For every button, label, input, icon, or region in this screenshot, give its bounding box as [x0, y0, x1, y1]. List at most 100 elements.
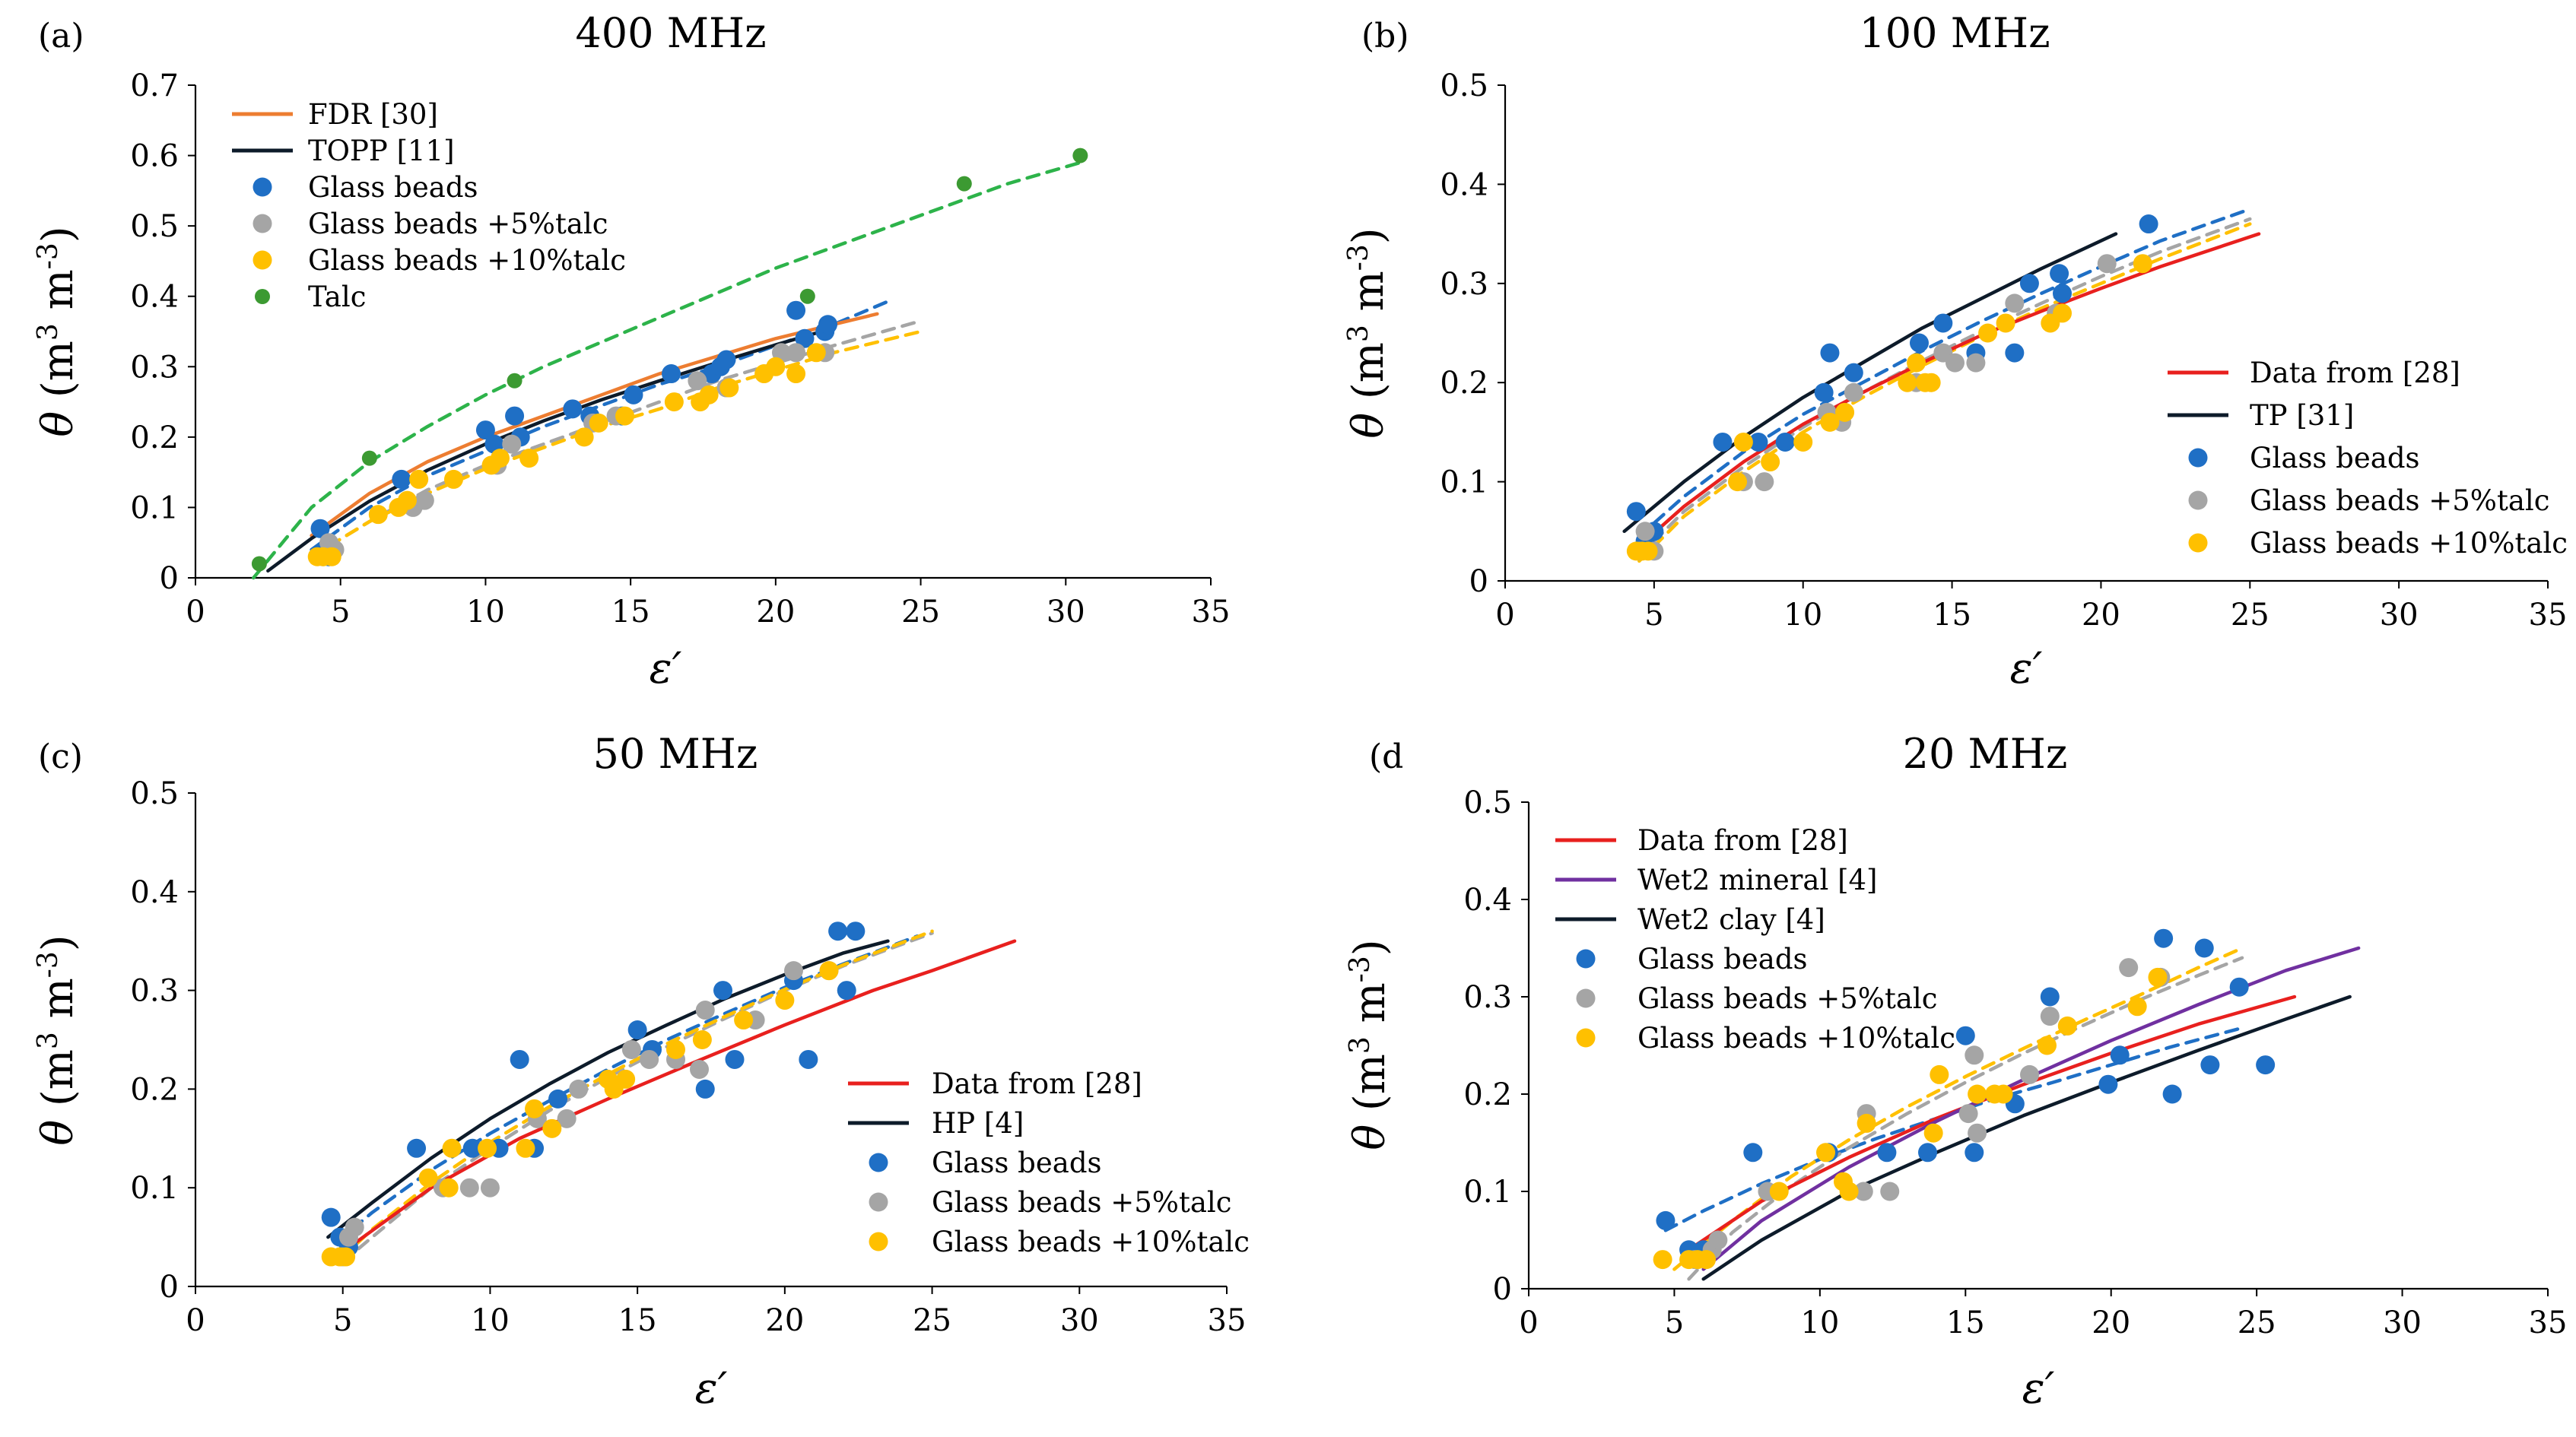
data-point [725, 1049, 745, 1069]
data-point [589, 413, 608, 433]
data-point [1857, 1113, 1876, 1133]
legend-label: Data from [28] [2250, 357, 2460, 389]
data-point [695, 1079, 715, 1099]
data-point [2040, 987, 2060, 1007]
y-tick-label: 0 [1469, 564, 1488, 599]
data-point [692, 1030, 712, 1049]
x-tick-label: 35 [1208, 1303, 1247, 1338]
data-point [1965, 1143, 1984, 1163]
chart-panel-3: 0 5 10 15 20 25 30 35 0 0.1 0.2 0.3 0.4 0.5 50 MHz (c) ε… [33, 730, 1250, 1413]
x-tick-label: 5 [1665, 1305, 1684, 1340]
data-point [819, 961, 839, 981]
fit-line-7 [341, 929, 934, 1259]
y-tick-label: 0.4 [130, 280, 179, 315]
x-tick-label: 15 [611, 595, 650, 630]
legend-label: Glass beads [1637, 943, 1808, 975]
x-tick-label: 20 [765, 1303, 804, 1338]
legend: Data from [28] HP [4] Glass beads Glass bea… [848, 1067, 1250, 1258]
x-tick-label: 15 [1933, 598, 1971, 633]
data-point [1769, 1182, 1789, 1201]
data-point [664, 392, 684, 412]
legend-label: Glass beads +10%talc [2250, 527, 2568, 560]
y-tick-label: 0.5 [1463, 785, 1512, 820]
data-point [480, 1178, 500, 1198]
x-tick-label: 10 [1800, 1305, 1839, 1340]
legend-swatch-marker [1576, 1028, 1596, 1048]
y-axis-label: θ (m3 m-3) [1343, 227, 1393, 438]
legend-label: HP [4] [932, 1107, 1024, 1140]
data-point [2119, 958, 2139, 978]
legend-swatch-marker [253, 214, 272, 233]
data-point [818, 315, 838, 335]
data-point [442, 1138, 462, 1158]
data-point [1820, 412, 1840, 432]
data-point [491, 449, 510, 468]
chart-title: 100 MHz [1859, 9, 2050, 57]
y-axis-label: θ (m3 m-3) [1345, 939, 1395, 1150]
data-point [621, 1039, 641, 1059]
x-tick-label: 5 [331, 595, 350, 630]
legend-label: Glass beads [308, 171, 478, 204]
data-point [1909, 333, 1929, 353]
data-point [1638, 541, 1658, 561]
data-point [1761, 452, 1780, 472]
data-point [557, 1109, 577, 1128]
data-point [462, 1138, 482, 1158]
data-point [397, 490, 417, 510]
data-point [310, 519, 330, 538]
x-tick-label: 0 [1495, 598, 1514, 633]
data-point [459, 1178, 479, 1198]
panel-label: (a) [38, 17, 84, 56]
model-line-0 [1637, 232, 2261, 548]
data-point [1775, 432, 1795, 452]
legend-label: FDR [30] [308, 98, 438, 131]
legend-swatch-marker [869, 1232, 888, 1251]
x-tick-label: 30 [1047, 595, 1085, 630]
model-line-2 [1701, 994, 2352, 1281]
data-point [1793, 432, 1813, 452]
data-point [695, 1001, 715, 1020]
chart-panel-2: 0 5 10 15 20 25 30 35 0 0.1 0.2 0.3 0.4 0.5 100 MHz (b)… [1343, 9, 2568, 693]
data-point [542, 1118, 562, 1138]
fit-line-8 [310, 329, 923, 559]
x-axis-label: ε′ [695, 1364, 728, 1413]
data-point [548, 1089, 568, 1109]
data-point [2127, 997, 2147, 1017]
x-tick-label: 25 [913, 1303, 951, 1338]
y-tick-label: 0.6 [130, 139, 179, 174]
x-tick-label: 15 [1946, 1305, 1985, 1340]
data-point [418, 1168, 438, 1188]
y-tick-label: 0 [160, 561, 179, 596]
y-tick-label: 0.2 [130, 420, 179, 455]
data-point [690, 1059, 710, 1079]
y-tick-label: 0 [1493, 1272, 1512, 1307]
data-point [443, 469, 463, 489]
data-point [2005, 343, 2025, 363]
data-point [407, 1138, 427, 1158]
legend-label: Glass beads +10%talc [1637, 1022, 1955, 1055]
x-tick-label: 0 [186, 1303, 205, 1338]
data-point [799, 1049, 818, 1069]
data-point [1996, 313, 2015, 333]
x-tick-label: 35 [2529, 1305, 2568, 1340]
data-point [2005, 293, 2025, 313]
data-point [2020, 1064, 2040, 1084]
fit-line-6 [1637, 217, 2252, 558]
data-point [368, 505, 388, 525]
data-point [786, 343, 806, 363]
legend-label: Glass beads [2250, 442, 2420, 474]
fit-line-6 [310, 298, 894, 552]
data-point [361, 450, 377, 466]
y-tick-label: 0.1 [1440, 465, 1488, 500]
data-point [1918, 1143, 1938, 1163]
data-point [1749, 432, 1768, 452]
legend-label: Glass beads +5%talc [1637, 982, 1937, 1015]
data-point [766, 357, 786, 376]
legend: FDR [30] TOPP [11] Glass beads Glass beads … [232, 98, 626, 313]
legend-swatch-marker [1576, 949, 1596, 969]
y-tick-label: 0.7 [130, 68, 179, 103]
data-point [475, 420, 495, 440]
legend-label: Glass beads [932, 1147, 1102, 1179]
data-point [699, 385, 719, 404]
data-point [1733, 432, 1753, 452]
